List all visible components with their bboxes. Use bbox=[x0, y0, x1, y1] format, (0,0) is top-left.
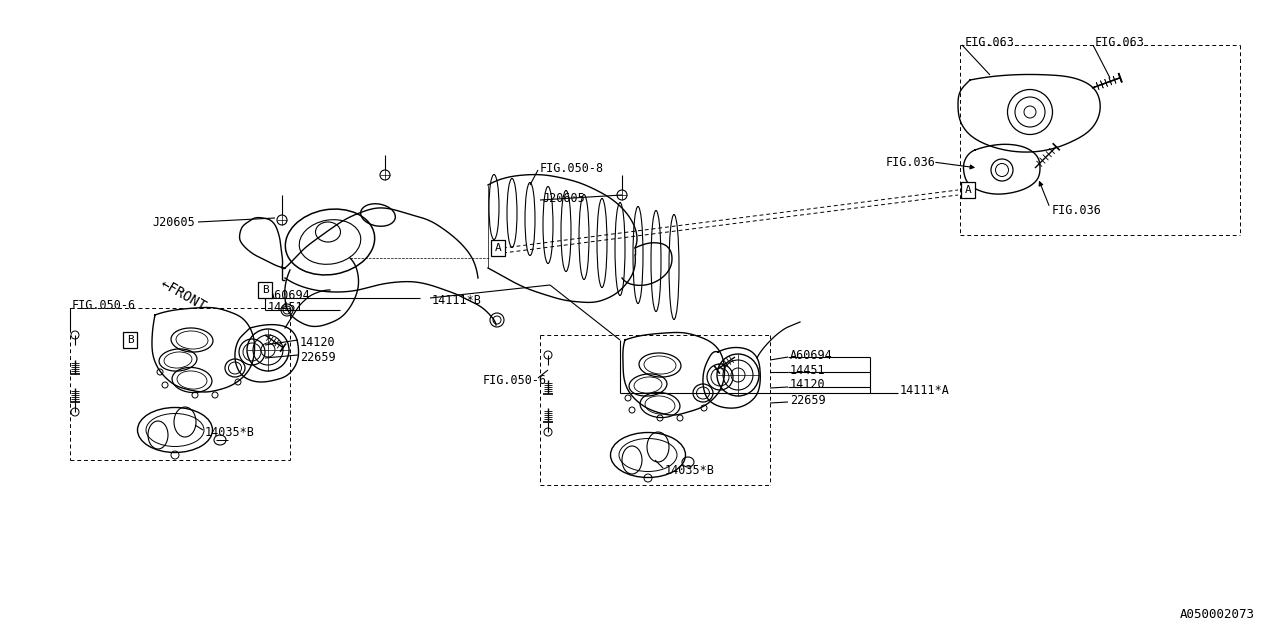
Text: B: B bbox=[261, 285, 269, 295]
Text: A60694: A60694 bbox=[790, 349, 833, 362]
Text: 14451: 14451 bbox=[790, 364, 826, 376]
Text: 22659: 22659 bbox=[300, 351, 335, 364]
Text: ←FRONT: ←FRONT bbox=[157, 276, 209, 314]
Text: 14451: 14451 bbox=[268, 301, 303, 314]
Text: 14111*B: 14111*B bbox=[433, 294, 481, 307]
Text: J20605: J20605 bbox=[152, 216, 195, 228]
Text: FIG.036: FIG.036 bbox=[1052, 204, 1102, 216]
Text: FIG.036: FIG.036 bbox=[886, 156, 934, 168]
Text: 14035*B: 14035*B bbox=[205, 426, 255, 438]
Text: A: A bbox=[494, 243, 502, 253]
Text: FIG.063: FIG.063 bbox=[1094, 35, 1144, 49]
Text: 14035*B: 14035*B bbox=[666, 463, 714, 477]
Text: 14120: 14120 bbox=[790, 378, 826, 392]
Text: J20605: J20605 bbox=[541, 191, 585, 205]
Text: 22659: 22659 bbox=[790, 394, 826, 406]
Text: A: A bbox=[965, 185, 972, 195]
Text: FIG.050-6: FIG.050-6 bbox=[72, 298, 136, 312]
Text: FIG.050-6: FIG.050-6 bbox=[483, 374, 547, 387]
Text: FIG.063: FIG.063 bbox=[965, 35, 1015, 49]
Text: 14120: 14120 bbox=[300, 335, 335, 349]
Text: FIG.050-8: FIG.050-8 bbox=[540, 161, 604, 175]
Text: B: B bbox=[127, 335, 133, 345]
Text: A050002073: A050002073 bbox=[1180, 609, 1254, 621]
Text: A60694: A60694 bbox=[268, 289, 311, 301]
Text: 14111*A: 14111*A bbox=[900, 383, 950, 397]
